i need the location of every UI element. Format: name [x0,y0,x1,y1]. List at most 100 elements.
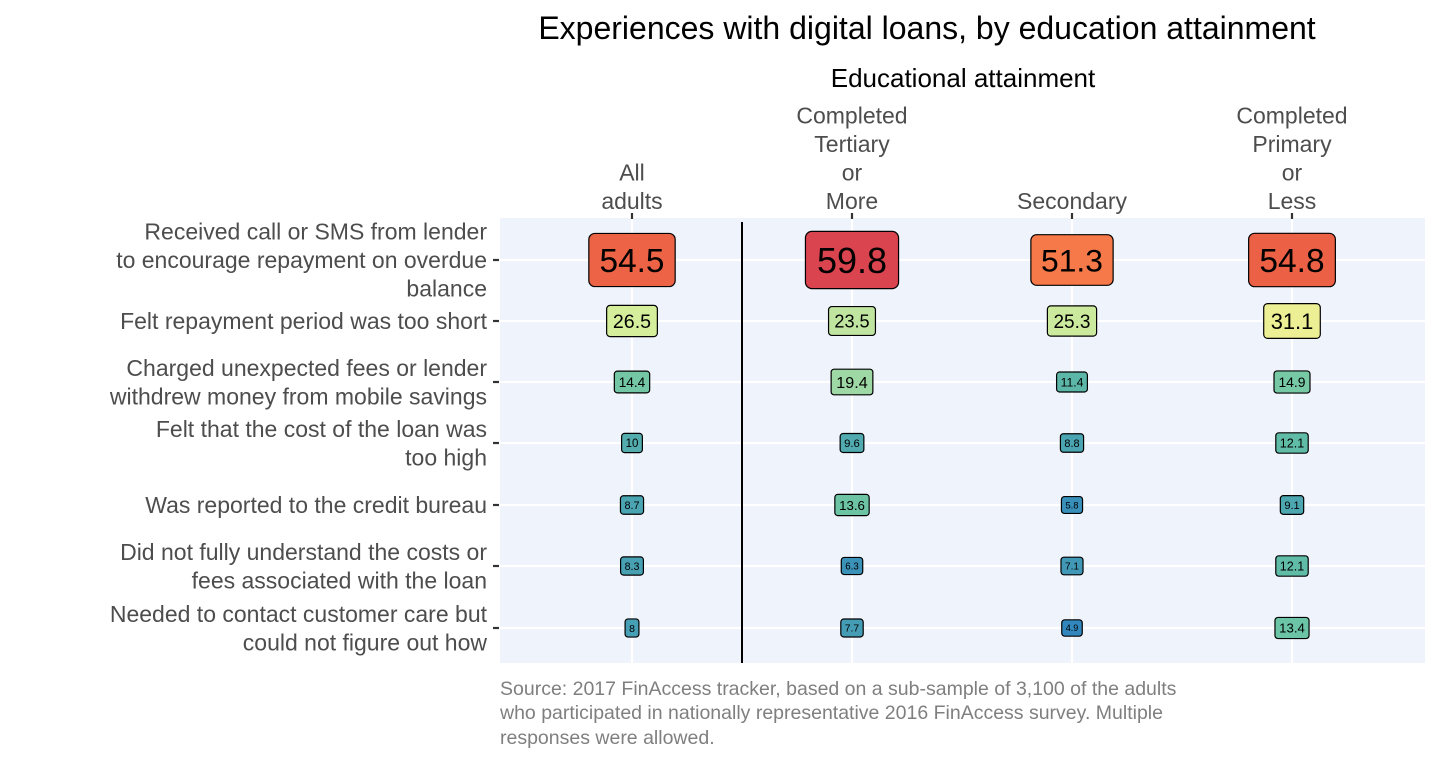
heatmap-cell-box [1060,556,1084,576]
heatmap-cell: 6.3 [840,556,864,576]
heatmap-cell-box [1275,432,1309,454]
heatmap-cell-value: 14.4 [619,375,646,390]
row-label: Charged unexpected fees or lender [126,355,487,381]
row-label: Needed to contact customer care but [110,601,488,627]
heatmap-cell-box [1274,616,1310,640]
heatmap-cell: 51.3 [1030,234,1114,286]
column-header-label: Completed [1236,103,1347,129]
heatmap-cell-box [619,495,645,515]
heatmap-cell: 8.7 [619,495,645,515]
heatmap-cell-value: 9.6 [844,438,860,450]
caption-line: Source: 2017 FinAccess tracker, based on… [500,678,1177,700]
source-caption: Source: 2017 FinAccess tracker, based on… [500,677,1400,750]
heatmap-cell-box [1248,232,1336,288]
heatmap-cell-box [840,618,864,638]
heatmap-cell: 5.8 [1060,495,1084,515]
row-label: fees associated with the loan [192,567,487,593]
heatmap-cell: 13.4 [1274,616,1310,640]
heatmap-cell-box [619,556,645,576]
heatmap-cell-value: 8.3 [625,561,640,573]
heatmap-cell-value: 51.3 [1041,242,1103,278]
heatmap-cell-value: 12.1 [1280,437,1304,451]
heatmap-cell-box [1059,433,1085,453]
heatmap-cell-box [613,370,651,394]
heatmap-cell-box [1055,371,1089,393]
heatmap-cell-box [1030,234,1114,286]
heatmap-cell-value: 59.8 [817,240,887,281]
heatmap-cell: 26.5 [606,304,658,338]
panel-background [500,218,1425,663]
heatmap-cell-value: 4.9 [1066,623,1079,633]
heatmap-cell: 14.4 [613,370,651,394]
heatmap-cell: 8.3 [619,556,645,576]
heatmap-cell-value: 13.4 [1279,621,1305,636]
heatmap-cell-value: 8.8 [1064,438,1079,450]
heatmap-cell-value: 6.3 [845,561,858,572]
heatmap-cell-box [830,368,874,396]
row-label: could not figure out how [243,629,488,655]
heatmap-cell-value: 10 [626,438,639,450]
heatmap-cell-box [840,556,864,576]
column-header-label: Less [1268,188,1317,214]
heatmap-cell: 12.1 [1275,432,1309,454]
heatmap-cell-value: 9.1 [1284,500,1299,512]
heatmap-cell-value: 23.5 [834,312,869,332]
heatmap-cell-box [1060,495,1084,515]
heatmap-cell-box [624,618,640,638]
heatmap-cell: 13.6 [834,493,870,517]
row-label: Felt that the cost of the loan was [156,416,487,442]
heatmap-cell-box [839,432,865,454]
heatmap-cell-box [1046,305,1098,337]
heatmap-cell-value: 8 [629,623,635,635]
chart-title: Experiences with digital loans, by educa… [538,10,1315,46]
column-header-label: or [1282,160,1303,186]
column-header-label: adults [601,188,662,214]
row-label: to encourage repayment on overdue [116,247,487,273]
heatmap-cell: 54.5 [588,232,676,288]
heatmap-cell-value: 19.4 [836,374,867,392]
column-header-label: More [826,188,878,214]
heatmap-cell: 10 [621,432,643,454]
heatmap-cell: 7.7 [840,618,864,638]
row-label: too high [405,444,487,470]
heatmap-cell-value: 8.7 [624,500,639,512]
heatmap-cell: 31.1 [1263,303,1321,339]
heatmap-cell: 4.9 [1061,619,1083,637]
row-label: Was reported to the credit bureau [145,492,487,518]
column-header-label: Primary [1252,131,1332,157]
caption-line: responses were allowed. [500,726,715,749]
heatmap-cell-box [1263,303,1321,339]
heatmap-cell-value: 25.3 [1053,312,1090,333]
heatmap-cell: 59.8 [804,230,900,290]
column-header-label: Secondary [1017,188,1127,214]
row-label: withdrew money from mobile savings [109,383,487,409]
heatmap-cell-box [621,432,643,454]
heatmap-cell: 54.8 [1248,232,1336,288]
heatmap-cell-value: 7.7 [845,624,860,635]
heatmap-cell-box [1279,495,1305,515]
heatmap-cell: 7.1 [1060,556,1084,576]
heatmap-cell-box [1061,619,1083,637]
heatmap-cell: 8.8 [1059,433,1085,453]
heatmap-cell-value: 31.1 [1271,309,1314,334]
heatmap-cell-value: 7.1 [1065,562,1079,573]
heatmap-cell: 14.9 [1273,370,1311,394]
column-group-label: Educational attainment [831,63,1096,93]
column-header-label: or [842,160,863,186]
row-label: Felt repayment period was too short [120,308,488,334]
heatmap-cell-value: 54.8 [1259,243,1324,280]
heatmap-cell-value: 26.5 [613,311,651,333]
heatmap-cell-box [588,232,676,288]
heatmap-cell: 9.6 [839,432,865,454]
caption-line: who participated in nationally represent… [500,702,1163,725]
heatmap-cell-value: 14.9 [1278,374,1305,390]
column-header-label: All [619,160,645,186]
heatmap-cell-value: 12.1 [1280,560,1304,574]
heatmap-cell: 19.4 [830,368,874,396]
heatmap-cell-value: 5.8 [1065,500,1078,511]
heatmap-cell: 23.5 [827,305,877,337]
heatmap-cell-box [804,230,900,290]
